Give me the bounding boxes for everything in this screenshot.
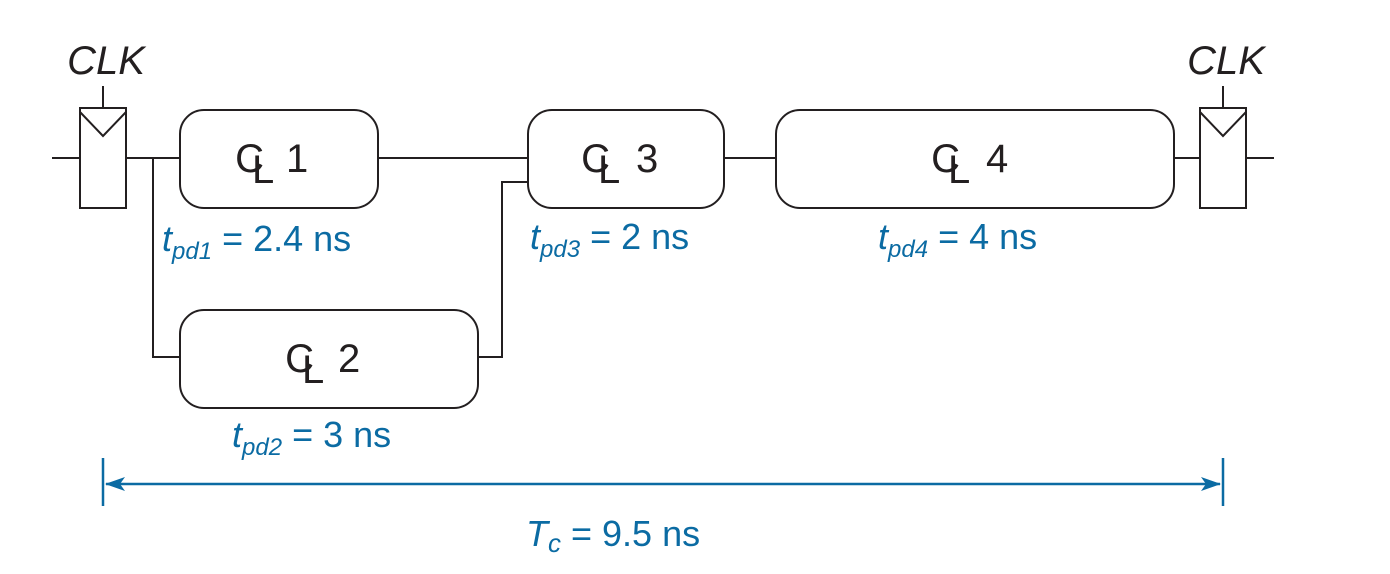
left-clock-triangle-icon <box>79 111 127 138</box>
left-register-box <box>79 107 127 209</box>
right-register: CLK <box>1187 39 1267 209</box>
cl3-subsymbol: L <box>598 148 620 192</box>
cl1-symbol: C <box>235 137 264 181</box>
cl2-symbol: C <box>285 337 314 381</box>
right-clock-label: CLK <box>1187 39 1267 83</box>
cl1-block: C L 1 tpd1 = 2.4 ns <box>162 109 379 265</box>
cl1-subsymbol: L <box>252 148 274 192</box>
cl2-to-cl3-wire <box>478 181 528 358</box>
cl4-box <box>775 109 1175 209</box>
right-register-box <box>1199 107 1247 209</box>
wires <box>52 157 1274 358</box>
cl4-delay-label: tpd4 = 4 ns <box>878 216 1037 263</box>
cl3-box <box>527 109 725 209</box>
cl2-subsymbol: L <box>302 348 324 392</box>
cycle-time-label: Tc = 9.5 ns <box>526 513 700 558</box>
cl3-delay-label: tpd3 = 2 ns <box>530 216 689 263</box>
cl4-symbol: C <box>931 137 960 181</box>
cl3-symbol: C <box>581 137 610 181</box>
branch-to-cl2-wire <box>152 158 180 358</box>
cl3-block: C L 3 tpd3 = 2 ns <box>527 109 725 263</box>
cl1-delay-label: tpd1 = 2.4 ns <box>162 218 351 265</box>
cl2-box <box>179 309 479 409</box>
cl2-block: C L 2 tpd2 = 3 ns <box>179 309 479 461</box>
cl2-number: 2 <box>338 337 360 381</box>
right-clock-triangle-icon <box>1199 111 1247 138</box>
left-clock-label: CLK <box>67 39 147 83</box>
left-register: CLK <box>67 39 147 209</box>
cl1-box <box>179 109 379 209</box>
cl2-delay-label: tpd2 = 3 ns <box>232 414 391 461</box>
cl1-number: 1 <box>286 137 308 181</box>
cycle-time-dimension: Tc = 9.5 ns <box>101 458 1225 558</box>
cl4-number: 4 <box>986 137 1008 181</box>
cl3-number: 3 <box>636 137 658 181</box>
cl4-block: C L 4 tpd4 = 4 ns <box>775 109 1175 263</box>
cl4-subsymbol: L <box>948 148 970 192</box>
